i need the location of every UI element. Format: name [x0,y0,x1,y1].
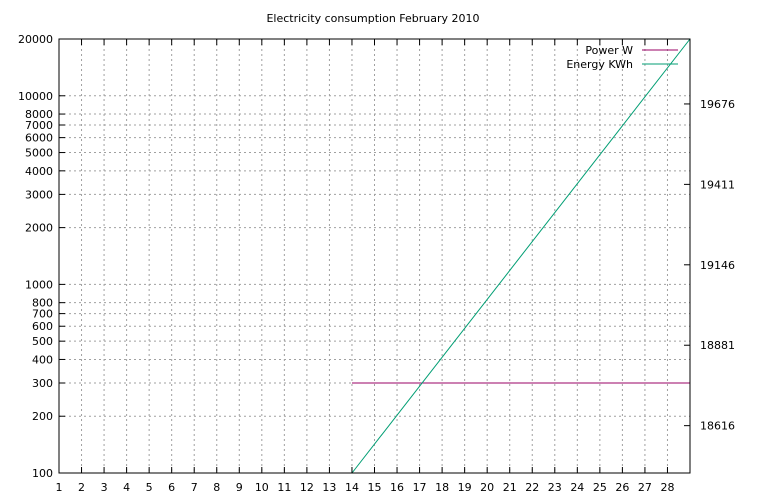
x-tick-label: 16 [390,481,404,494]
axes: 1 2 3 4 5 6 7 8 9 10 11 12 13 14 15 16 17 18 19 20 21 22 23 24 2… [18,33,735,494]
y-tick-label: 700 [32,308,53,321]
x-tick-label: 19 [458,481,472,494]
x-tick-label: 17 [413,481,427,494]
y-tick-label: 3000 [25,188,53,201]
x-tick-label: 3 [101,481,108,494]
x-tick-label: 25 [593,481,607,494]
x-tick-label: 2 [78,481,85,494]
y2-tick-label: 18881 [700,339,735,352]
x-tick-label: 14 [345,481,359,494]
x-tick-label: 26 [615,481,629,494]
y-tick-label: 800 [32,297,53,310]
x-tick-label: 8 [213,481,220,494]
x-tick-label: 1 [56,481,63,494]
x-tick-label: 27 [638,481,652,494]
x-tick-label: 6 [168,481,175,494]
y-tick-label: 6000 [25,132,53,145]
y2-tick-label: 19146 [700,259,735,272]
x-tick-label: 11 [277,481,291,494]
y-tick-label: 20000 [18,33,53,46]
y-tick-label: 2000 [25,222,53,235]
x-tick-label: 9 [236,481,243,494]
y2-tick-label: 19676 [700,98,735,111]
y-tick-label: 300 [32,377,53,390]
x-tick-label: 23 [548,481,562,494]
y2-tick-label: 19411 [700,178,735,191]
x-tick-label: 28 [660,481,674,494]
y-tick-label: 8000 [25,108,53,121]
legend-label: Power W [585,44,633,57]
x-tick-label: 20 [480,481,494,494]
chart-title: Electricity consumption February 2010 [266,12,479,25]
x-tick-label: 7 [191,481,198,494]
x-tick-label: 5 [146,481,153,494]
x-tick-label: 22 [525,481,539,494]
y-tick-label: 10000 [18,90,53,103]
y-tick-label: 400 [32,353,53,366]
grid [59,39,690,473]
y-tick-label: 500 [32,335,53,348]
x-tick-label: 15 [368,481,382,494]
x-tick-label: 24 [570,481,584,494]
x-tick-label: 13 [322,481,336,494]
x-tick-label: 18 [435,481,449,494]
y-tick-label: 5000 [25,147,53,160]
y-tick-label: 4000 [25,165,53,178]
y-tick-label: 200 [32,410,53,423]
x-tick-label: 21 [503,481,517,494]
series-line-1 [351,38,691,474]
x-tick-label: 4 [123,481,130,494]
legend-label: Energy KWh [566,58,633,71]
y2-tick-label: 18616 [700,420,735,433]
x-tick-label: 10 [255,481,269,494]
series-layer [351,38,691,474]
x-tick-label: 12 [300,481,314,494]
y-tick-label: 600 [32,320,53,333]
y-tick-label: 7000 [25,119,53,132]
y-tick-label: 1000 [25,278,53,291]
y-tick-label: 100 [32,467,53,480]
